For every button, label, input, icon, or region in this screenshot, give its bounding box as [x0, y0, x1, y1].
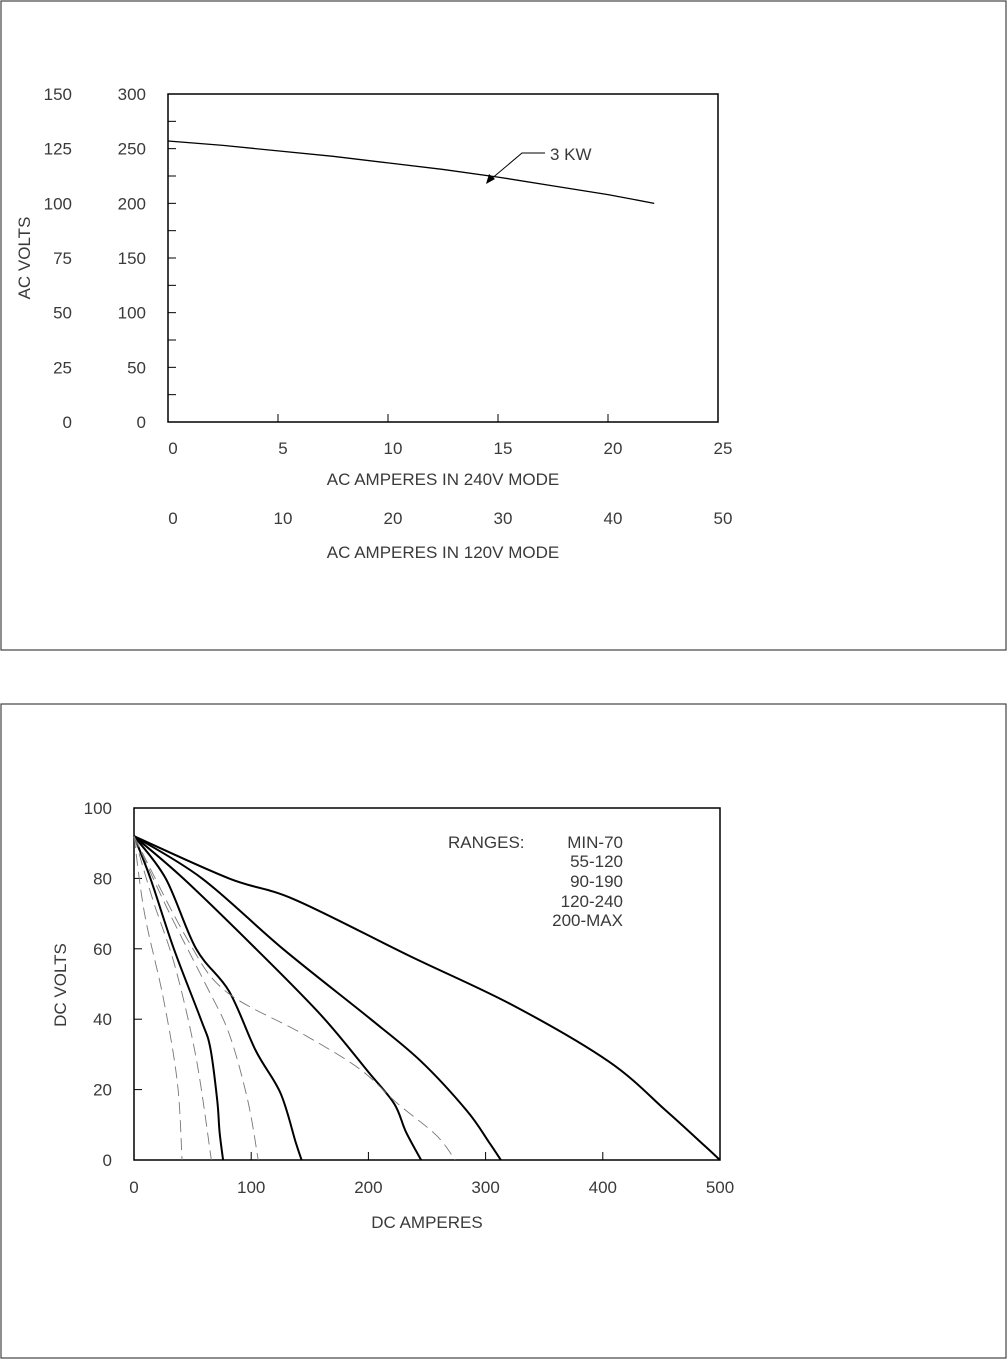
- x-tick-label: 25: [714, 439, 733, 458]
- x-tick-label: 5: [278, 439, 287, 458]
- y-tick-label: 300: [118, 85, 146, 104]
- y-tick-label: 40: [93, 1010, 112, 1029]
- y-tick-label: 250: [118, 140, 146, 159]
- y-axis-label: AC VOLTS: [15, 217, 34, 300]
- arrowhead-icon: [486, 174, 495, 184]
- x-tick-label: 200: [354, 1178, 382, 1197]
- y-tick-label-secondary: 100: [44, 194, 72, 213]
- dashed-curve-90-190: [133, 835, 259, 1161]
- legend-entry: 200-MAX: [552, 911, 623, 930]
- y-tick-label-secondary: 50: [53, 304, 72, 323]
- x-tick-label: 400: [589, 1178, 617, 1197]
- y-tick-label: 60: [93, 940, 112, 959]
- y-tick-label-secondary: 150: [44, 85, 72, 104]
- solid-curve-200-max: [133, 835, 721, 1161]
- dashed-curve-55-120: [133, 836, 212, 1161]
- y-tick-label: 80: [93, 869, 112, 888]
- y-tick-label: 150: [118, 249, 146, 268]
- x-axis-label-secondary: AC AMPERES IN 120V MODE: [327, 543, 559, 562]
- plot-frame: [133, 807, 721, 1161]
- y-tick-label-secondary: 125: [44, 140, 72, 159]
- y-tick-label-secondary: 25: [53, 358, 72, 377]
- y-tick-label: 20: [93, 1081, 112, 1100]
- solid-curve-55-120: [133, 835, 303, 1161]
- y-axis-label: DC VOLTS: [51, 943, 70, 1027]
- x-tick-label-secondary: 30: [494, 509, 513, 528]
- x-tick-label-secondary: 0: [168, 509, 177, 528]
- plot-frame: [167, 93, 719, 423]
- x-tick-label: 10: [384, 439, 403, 458]
- x-tick-label-secondary: 10: [274, 509, 293, 528]
- y-tick-label-secondary: 75: [53, 249, 72, 268]
- solid-curve-90-190: [133, 835, 423, 1161]
- dashed-curve-120-240: [133, 835, 456, 1161]
- x-tick-label: 500: [706, 1178, 734, 1197]
- y-tick-label: 0: [103, 1151, 112, 1170]
- y-tick-label: 50: [127, 358, 146, 377]
- annotation-3kw: 3 KW: [550, 145, 592, 164]
- ac-volts-chart: AC VOLTS AC AMPERES IN 240V MODE AC AMPE…: [15, 85, 732, 562]
- bottom-panel-border: [0, 703, 1007, 1359]
- dc-volts-chart: DC VOLTS DC AMPERES RANGES: MIN-70 55-12…: [51, 799, 734, 1232]
- solid-curve-min-70: [133, 835, 225, 1161]
- x-tick-label-secondary: 40: [604, 509, 623, 528]
- legend-entry: MIN-70: [567, 833, 623, 852]
- x-tick-label: 20: [604, 439, 623, 458]
- x-axis-label: AC AMPERES IN 240V MODE: [327, 470, 559, 489]
- x-tick-label-secondary: 50: [714, 509, 733, 528]
- legend-entry: 90-190: [570, 872, 623, 891]
- legend-entry: 55-120: [570, 852, 623, 871]
- dashed-curve-min-70: [133, 836, 183, 1161]
- x-tick-label: 0: [129, 1178, 138, 1197]
- x-tick-label: 300: [471, 1178, 499, 1197]
- y-tick-label: 200: [118, 194, 146, 213]
- x-tick-label: 100: [237, 1178, 265, 1197]
- y-tick-label: 100: [84, 799, 112, 818]
- y-tick-label-secondary: 0: [63, 413, 72, 432]
- solid-curve-120-240: [133, 835, 502, 1161]
- legend-title: RANGES:: [448, 833, 525, 852]
- legend-entry: 120-240: [561, 892, 623, 911]
- annotation-leader-line: [489, 152, 545, 181]
- x-tick-label: 0: [168, 439, 177, 458]
- series-line-3kw: [167, 140, 655, 204]
- x-axis-label: DC AMPERES: [371, 1213, 482, 1232]
- top-panel-border: [0, 0, 1007, 651]
- x-tick-label: 15: [494, 439, 513, 458]
- x-tick-label-secondary: 20: [384, 509, 403, 528]
- y-tick-label: 100: [118, 304, 146, 323]
- y-tick-label: 0: [137, 413, 146, 432]
